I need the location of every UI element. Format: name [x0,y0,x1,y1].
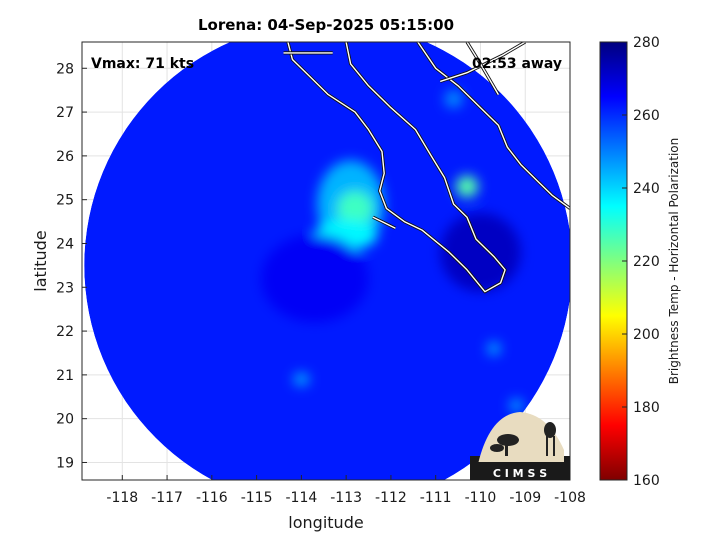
x-axis-ticks: -118 -117 -116 -115 -114 -113 -112 -111 -110 -109… [106,475,586,506]
y-axis-label: latitude [31,230,50,291]
y-tick-label-1: 20 [56,412,74,428]
x-tick-label-1: -117 [151,490,183,506]
tb-feature-4 [440,212,521,292]
coastline-4 [439,42,526,83]
x-tick-label-8: -110 [465,490,497,506]
y-tick-label-3: 22 [56,324,74,340]
cimss-logo: C I M S S [470,412,570,480]
coastline-0 [287,42,506,293]
colorbar-ticks: 280 260 240 220 200 180 160 [622,35,660,489]
x-tick-label-9: -109 [509,490,541,506]
coastline-2 [417,42,570,209]
y-tick-label-0: 19 [56,455,74,471]
x-tick-label-3: -115 [241,490,273,506]
y-tick-label-4: 23 [56,280,74,296]
tb-feature-1 [337,190,374,226]
coastline-3 [372,216,396,229]
tb-feature-6 [293,372,310,386]
brightness-temp-swath [84,42,570,480]
colorbar-tick-label-4: 200 [633,327,660,343]
tb-feature-7 [487,342,501,356]
x-tick-label-10: -108 [554,490,586,506]
y-tick-label-7: 26 [56,149,74,165]
coastline-overlay [283,42,570,294]
y-tick-label-8: 27 [56,105,74,121]
chart-title: Lorena: 04-Sep-2025 05:15:00 [198,16,454,34]
vmax-annotation: Vmax: 71 kts [91,56,194,72]
y-axis-ticks: 19 20 21 22 23 24 25 26 27 28 [56,61,87,471]
colorbar-tick-label-5: 180 [633,400,660,416]
x-tick-label-5: -113 [330,490,362,506]
x-tick-label-0: -118 [106,490,138,506]
y-tick-label-9: 28 [56,61,74,77]
x-tick-label-4: -114 [285,490,317,506]
colorbar-tick-label-1: 260 [633,108,660,124]
colorbar-tick-label-0: 280 [633,35,660,51]
cimss-logo-text: C I M S S [493,467,547,480]
y-tick-label-5: 24 [56,236,74,252]
tb-feature-3 [455,175,479,198]
tb-feature-8 [509,398,523,413]
x-axis-label: longitude [288,513,363,532]
colorbar-label: Brightness Temp - Horizontal Polarizatio… [667,138,681,385]
colorbar-tick-label-2: 240 [633,181,660,197]
colorbar-tick-label-3: 220 [633,254,660,270]
time-away-annotation: 02:53 away [472,56,562,72]
colorbar-tick-label-6: 160 [633,473,660,489]
y-tick-label-6: 25 [56,193,74,209]
tb-feature-9 [444,90,463,108]
y-tick-label-2: 21 [56,368,74,384]
plot-frame [81,41,571,481]
x-tick-label-6: -112 [375,490,407,506]
x-tick-label-7: -111 [420,490,452,506]
coastline-5 [466,42,500,95]
tb-feature-5 [261,234,369,323]
x-tick-label-2: -116 [196,490,228,506]
